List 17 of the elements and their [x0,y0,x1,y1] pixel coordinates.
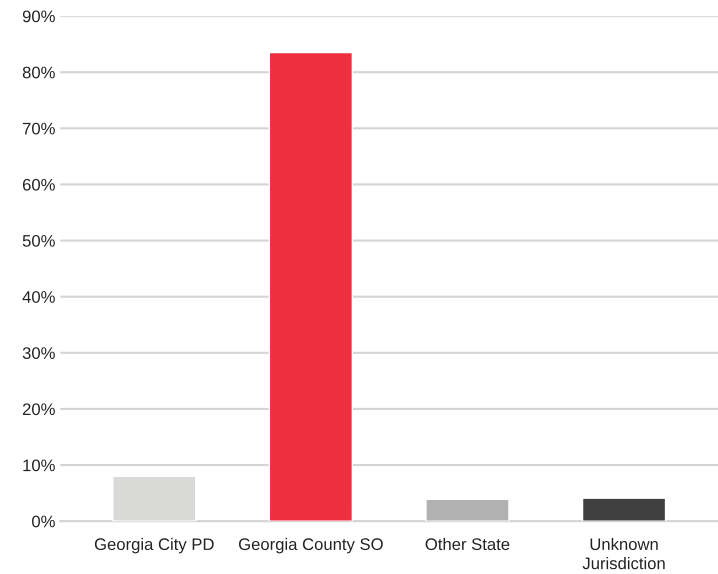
bar [425,498,510,522]
y-tick-label: 80% [22,66,55,78]
y-tick-label: 50% [22,234,55,247]
y-tick-label: 0% [32,516,55,528]
y-tick-label: 90% [22,10,55,22]
x-tick-label: Georgia City PD [94,538,214,554]
x-tick-label: Georgia County SO [238,538,383,554]
y-tick-label: 20% [22,403,55,416]
y-tick-label: 60% [22,178,55,191]
x-tick-label: Unknown Jurisdiction [582,538,665,570]
bar [582,497,666,522]
y-tick-label: 10% [23,459,55,472]
y-tick-label: 40% [22,291,55,303]
y-tick-label: 70% [22,122,55,135]
y-tick-label: 30% [22,347,55,360]
x-tick-label: Other State [426,538,510,550]
bar [268,52,354,522]
